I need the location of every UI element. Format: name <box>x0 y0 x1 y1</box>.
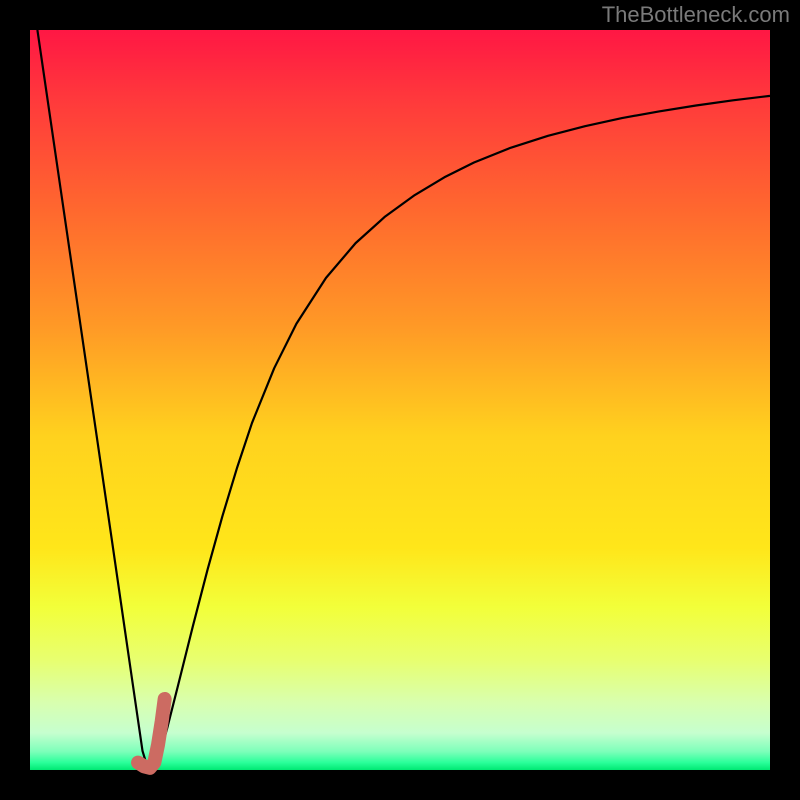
bottleneck-chart <box>0 0 800 800</box>
watermark-text: TheBottleneck.com <box>602 2 790 28</box>
chart-container: TheBottleneck.com <box>0 0 800 800</box>
plot-background <box>30 30 770 770</box>
